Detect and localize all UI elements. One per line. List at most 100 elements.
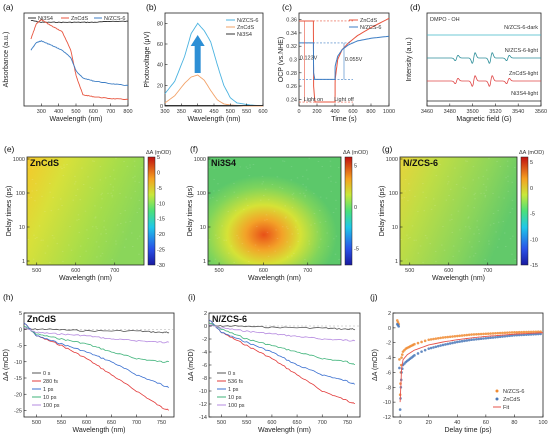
data-point-ZnCdS [416, 352, 420, 355]
heatmap-noise [120, 223, 122, 225]
heatmap-noise [472, 166, 475, 168]
x-tick-label: 700 [318, 420, 327, 426]
heatmap-noise [493, 223, 495, 225]
heatmap-noise [297, 233, 299, 235]
panel-label: (f) [190, 144, 198, 154]
data-point-N/ZCS-6 [527, 330, 531, 334]
data-point-N/ZCS-6 [463, 333, 466, 337]
heatmap-noise [326, 232, 328, 234]
heatmap-noise [464, 188, 467, 190]
heatmap-noise [434, 168, 436, 170]
heatmap-noise [57, 208, 60, 210]
heatmap-noise [325, 197, 328, 199]
y-tick-label: 0.32 [286, 44, 297, 50]
x-axis-label: Time (s) [331, 116, 356, 123]
data-point-N/ZCS-6 [465, 333, 469, 337]
heatmap-noise [79, 245, 82, 247]
heatmap-noise [105, 233, 107, 235]
heatmap-noise [215, 234, 217, 236]
y-tick-label: 2 [204, 311, 207, 317]
x-tick-label: 550 [242, 420, 251, 426]
heatmap-noise [101, 198, 103, 200]
heatmap-noise [112, 189, 115, 191]
axes-frame [207, 156, 342, 266]
heatmap-noise [115, 240, 117, 242]
heatmap-noise [99, 255, 102, 257]
y-tick-label: 1000 [386, 157, 398, 163]
y-tick-label: -8 [386, 385, 391, 391]
heatmap-noise [216, 200, 218, 202]
panel-e: (e) ZnCdS 500 600 700 1000 100 10 1 Wavelength (n… [4, 144, 171, 282]
heatmap-noise [34, 200, 36, 202]
panel-f: (f) Ni3S4 500 600 700 1000 100 10 1 Wavelength (n… [187, 144, 368, 282]
heatmap-noise [94, 216, 97, 218]
panel-label: (c) [282, 2, 292, 12]
heatmap-noise [313, 223, 316, 225]
heatmap-noise [291, 255, 293, 257]
y-tick-label: -14 [199, 415, 207, 421]
heatmap-noise [68, 244, 70, 246]
heatmap-noise [302, 183, 304, 185]
heatmap-noise [334, 253, 337, 255]
heatmap-noise [79, 199, 82, 201]
data-point-N/ZCS-6 [441, 336, 445, 339]
heatmap-noise [109, 175, 112, 177]
heatmap-noise [268, 245, 270, 247]
legend-entry: ZnCdS [71, 16, 88, 22]
data-point-N/ZCS-6 [486, 332, 490, 335]
axes-frame [23, 312, 175, 418]
heatmap-noise [411, 225, 414, 227]
heatmap-noise [110, 192, 112, 194]
heatmap-noise [327, 245, 330, 247]
heatmap-noise [488, 243, 490, 245]
heatmap-noise [459, 229, 461, 231]
heatmap-noise [61, 250, 64, 252]
heatmap-noise [497, 221, 500, 223]
heatmap-noise [115, 157, 117, 159]
x-axis-label: Wavelength (nm) [72, 427, 125, 434]
x-tick-label: 3480 [444, 109, 456, 115]
heatmap-noise [233, 191, 236, 193]
heatmap-noise [236, 235, 238, 237]
heatmap-noise [60, 166, 62, 168]
axes-frame [392, 312, 544, 418]
panel-i: (i) N/ZCS-6 500 550 600 650 700 750 2 0 -2 -4 -6 -8 -1… [188, 292, 361, 434]
data-point-N/ZCS-6 [505, 331, 509, 334]
chart-title: N/ZCS-6 [212, 314, 247, 324]
heatmap-noise [511, 181, 514, 183]
y-tick-label: 1 [22, 259, 25, 265]
heatmap-noise [320, 238, 322, 240]
heatmap-noise [276, 176, 279, 178]
heatmap-noise [464, 226, 467, 228]
data-point-N/ZCS-6 [448, 335, 452, 339]
heatmap-noise [466, 160, 468, 162]
legend-entry: ZnCdS [237, 25, 254, 31]
heatmap-noise [289, 246, 291, 248]
heatmap-noise [74, 181, 77, 183]
heatmap-noise [473, 233, 475, 235]
data-point-N/ZCS-6 [413, 342, 416, 346]
x-tick-label: 700 [132, 420, 141, 426]
heatmap-noise [281, 226, 284, 228]
data-point-N/ZCS-6 [455, 334, 459, 338]
heatmap-noise [454, 167, 456, 169]
panel-label: (g) [382, 144, 393, 154]
colorbar-tick-label: -15 [530, 263, 538, 269]
axes-frame [426, 12, 542, 107]
heatmap-noise [295, 220, 297, 222]
heatmap-noise [472, 179, 475, 181]
heatmap-noise [511, 199, 514, 201]
data-point-ZnCdS [455, 340, 459, 344]
data-point-ZnCdS [515, 333, 519, 337]
data-point-ZnCdS [510, 334, 514, 337]
heatmap-noise [139, 235, 141, 237]
heatmap-noise [123, 161, 125, 163]
heatmap-noise [31, 190, 33, 192]
legend-entry: 1 ps [228, 387, 239, 393]
heatmap-noise [273, 210, 276, 212]
heatmap-noise [111, 194, 114, 196]
y-tick-label: -15 [14, 376, 22, 382]
y-tick-label: -2 [386, 341, 391, 347]
heatmap-noise [313, 213, 316, 215]
y-axis-label: Intensity (a.u.) [406, 37, 413, 81]
